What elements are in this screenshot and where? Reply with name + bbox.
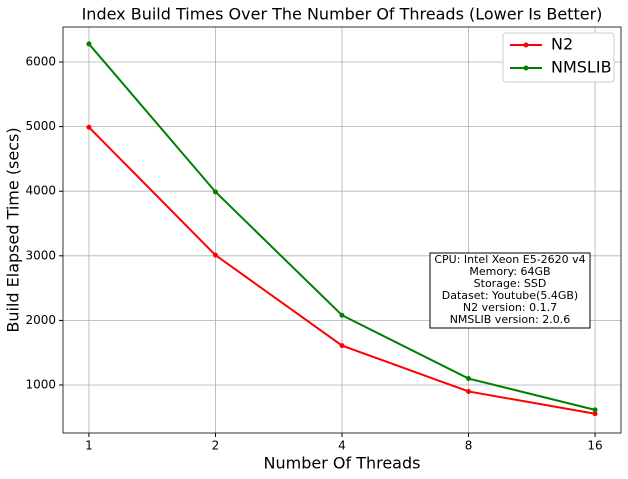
x-tick-label: 1 — [85, 439, 93, 453]
y-axis-label: Build Elapsed Time (secs) — [4, 127, 23, 332]
legend-label: NMSLIB — [551, 58, 612, 77]
data-point — [339, 343, 345, 349]
data-point — [592, 407, 598, 413]
data-point — [339, 312, 345, 318]
data-point — [212, 189, 218, 195]
y-tick-label: 1000 — [25, 378, 56, 392]
legend-marker — [523, 42, 529, 48]
x-axis-label: Number Of Threads — [264, 454, 421, 473]
y-tick-label: 4000 — [25, 184, 56, 198]
annotation-line: CPU: Intel Xeon E5-2620 v4 — [434, 253, 585, 266]
data-point — [86, 41, 92, 47]
annotation-line: Memory: 64GB — [469, 265, 550, 278]
x-tick-label: 16 — [587, 439, 602, 453]
annotation-line: Dataset: Youtube(5.4GB) — [442, 289, 578, 302]
data-point — [212, 252, 218, 258]
data-point — [86, 124, 92, 130]
annotation-box — [429, 252, 591, 329]
y-tick-label: 5000 — [25, 119, 56, 133]
annotation-line: NMSLIB version: 2.0.6 — [450, 313, 571, 326]
legend-label: N2 — [551, 35, 573, 54]
y-tick-label: 6000 — [25, 55, 56, 69]
plot-frame — [62, 26, 622, 434]
data-point — [466, 376, 472, 382]
x-tick-label: 8 — [465, 439, 473, 453]
data-point — [466, 388, 472, 394]
legend-marker — [523, 65, 529, 71]
annotation-line: N2 version: 0.1.7 — [463, 301, 557, 314]
x-tick-label: 4 — [338, 439, 346, 453]
data-point — [592, 411, 598, 417]
chart-title: Index Build Times Over The Number Of Thr… — [82, 5, 603, 24]
y-tick-label: 3000 — [25, 248, 56, 262]
y-tick-label: 2000 — [25, 313, 56, 327]
annotation-line: Storage: SSD — [474, 277, 547, 290]
x-tick-label: 2 — [212, 439, 220, 453]
